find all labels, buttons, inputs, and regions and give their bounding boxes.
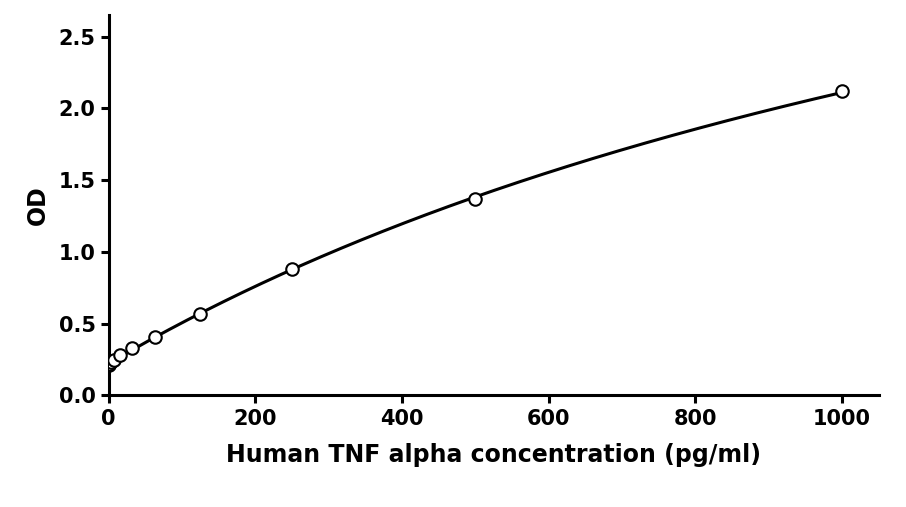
- Point: [193, 310, 207, 318]
- Point: [835, 87, 850, 95]
- Point: [102, 360, 117, 368]
- Point: [468, 195, 483, 203]
- Point: [148, 333, 162, 341]
- Point: [284, 265, 299, 273]
- Point: [113, 351, 128, 359]
- Point: [103, 358, 118, 367]
- Point: [124, 344, 139, 352]
- Y-axis label: OD: OD: [26, 186, 50, 225]
- Point: [107, 355, 121, 364]
- Point: [101, 361, 116, 370]
- X-axis label: Human TNF alpha concentration (pg/ml): Human TNF alpha concentration (pg/ml): [226, 443, 761, 466]
